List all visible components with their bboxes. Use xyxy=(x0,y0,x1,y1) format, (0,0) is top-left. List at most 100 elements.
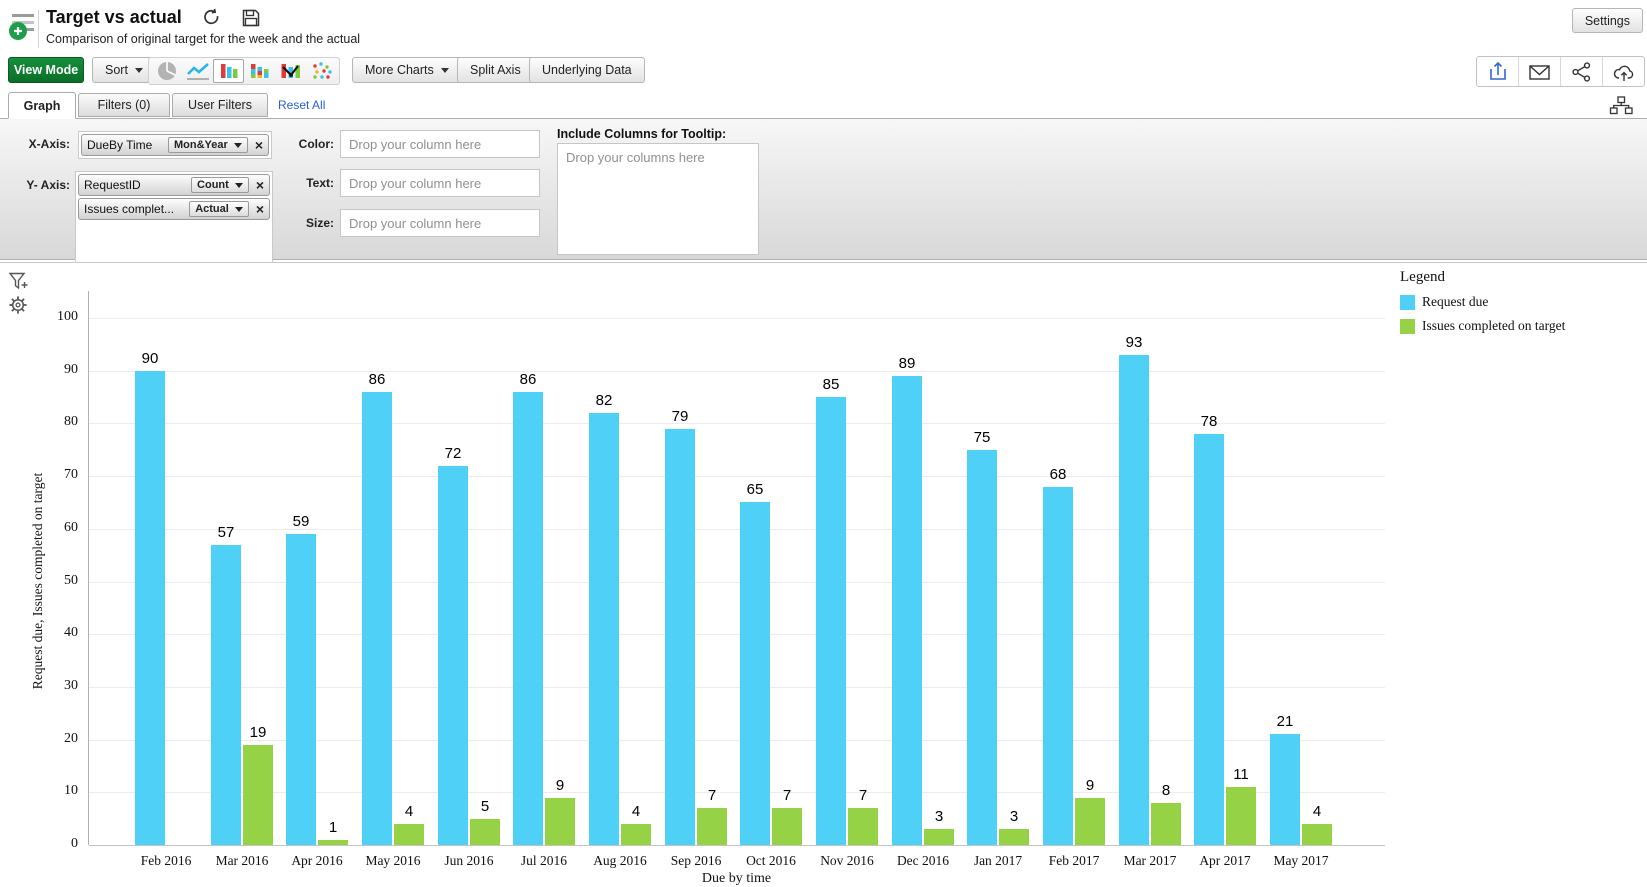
share-icon[interactable] xyxy=(1560,57,1602,86)
legend-swatch xyxy=(1400,318,1415,334)
bar-request-due[interactable] xyxy=(135,371,165,845)
more-charts-button[interactable]: More Charts xyxy=(352,57,462,83)
y-field-agg-value: Actual xyxy=(195,203,229,215)
chart-config-panel: X-Axis: DueBy Time Mon&Year × Y- Axis: R… xyxy=(0,119,1647,268)
bar-issues-completed-on-target[interactable] xyxy=(1226,787,1256,845)
x-tick-label: Dec 2016 xyxy=(896,853,950,868)
bar-value-label: 78 xyxy=(1200,413,1218,430)
bar-request-due[interactable] xyxy=(362,392,392,845)
bar-issues-completed-on-target[interactable] xyxy=(394,824,424,845)
bar-issues-completed-on-target[interactable] xyxy=(772,808,802,845)
sitemap-icon[interactable] xyxy=(1609,96,1633,115)
toolbar: View Mode Sort xyxy=(0,56,1647,87)
gear-icon[interactable] xyxy=(8,295,28,315)
y-tick-label: 90 xyxy=(64,362,78,377)
bar-issues-completed-on-target[interactable] xyxy=(470,819,500,845)
bar-value-label: 93 xyxy=(1125,334,1143,351)
x-axis-field-pill[interactable]: DueBy Time Mon&Year × xyxy=(81,134,269,156)
export-icon[interactable] xyxy=(1477,57,1518,86)
y-field-remove-icon[interactable]: × xyxy=(255,177,264,193)
bar-request-due[interactable] xyxy=(211,545,241,845)
text-drop-input[interactable] xyxy=(340,169,540,197)
pie-chart-icon[interactable] xyxy=(151,59,182,83)
line-chart-icon[interactable] xyxy=(182,59,213,83)
reset-all-link[interactable]: Reset All xyxy=(278,98,326,112)
bar-issues-completed-on-target[interactable] xyxy=(1075,798,1105,845)
bar-line-chart-icon[interactable] xyxy=(275,59,306,83)
x-tick-label: Sep 2016 xyxy=(670,853,722,868)
report-list-icon[interactable] xyxy=(6,8,40,42)
tooltip-columns-dropzone[interactable]: Drop your columns here xyxy=(557,143,759,255)
email-icon[interactable] xyxy=(1518,57,1560,86)
legend-label: Request due xyxy=(1422,294,1489,309)
bar-issues-completed-on-target[interactable] xyxy=(1151,803,1181,845)
bar-issues-completed-on-target[interactable] xyxy=(999,829,1029,845)
bar-issues-completed-on-target[interactable] xyxy=(924,829,954,845)
filter-add-icon[interactable] xyxy=(8,271,29,292)
x-axis-title: Due by time xyxy=(701,871,772,886)
x-axis-label: X-Axis: xyxy=(28,137,70,151)
y-field-remove-icon[interactable]: × xyxy=(255,201,264,217)
bar-request-due[interactable] xyxy=(286,534,316,845)
x-tick-label: Mar 2017 xyxy=(1123,853,1177,868)
x-tick-label: Apr 2017 xyxy=(1199,853,1251,868)
x-field-agg-dropdown[interactable]: Mon&Year xyxy=(168,137,248,153)
bar-request-due[interactable] xyxy=(1119,355,1149,845)
settings-button[interactable]: Settings xyxy=(1571,8,1643,33)
color-drop-input[interactable] xyxy=(340,130,540,158)
y-tick-label: 10 xyxy=(64,783,78,798)
x-tick-label: Mar 2016 xyxy=(215,853,269,868)
bar-issues-completed-on-target[interactable] xyxy=(621,824,651,845)
refresh-icon[interactable] xyxy=(202,8,221,27)
bar-value-label: 3 xyxy=(934,808,944,825)
stacked-bar-chart-icon[interactable] xyxy=(244,59,275,83)
bar-request-due[interactable] xyxy=(816,397,846,845)
tab-user-filters[interactable]: User Filters xyxy=(172,93,268,117)
bar-request-due[interactable] xyxy=(513,392,543,845)
bar-request-due[interactable] xyxy=(967,450,997,845)
y-field-agg-dropdown[interactable]: Count xyxy=(191,177,249,193)
publish-icon[interactable] xyxy=(1602,57,1644,86)
bar-value-label: 5 xyxy=(480,798,490,815)
split-axis-button[interactable]: Split Axis xyxy=(457,57,534,83)
y-tick-label: 70 xyxy=(64,467,78,482)
view-mode-button[interactable]: View Mode xyxy=(8,57,84,83)
size-drop-input[interactable] xyxy=(340,209,540,237)
tab-filters[interactable]: Filters (0) xyxy=(78,93,170,117)
bar-issues-completed-on-target[interactable] xyxy=(697,808,727,845)
chevron-down-icon xyxy=(234,182,243,188)
scatter-chart-icon[interactable] xyxy=(306,59,337,83)
bar-request-due[interactable] xyxy=(1194,434,1224,845)
x-field-remove-icon[interactable]: × xyxy=(254,137,263,153)
bar-request-due[interactable] xyxy=(1270,734,1300,845)
bar-request-due[interactable] xyxy=(665,429,695,845)
sort-button[interactable]: Sort xyxy=(92,57,156,83)
bar-issues-completed-on-target[interactable] xyxy=(243,745,273,845)
bar-request-due[interactable] xyxy=(589,413,619,845)
bar-issues-completed-on-target[interactable] xyxy=(848,808,878,845)
bar-issues-completed-on-target[interactable] xyxy=(1302,824,1332,845)
bar-request-due[interactable] xyxy=(438,466,468,845)
tab-graph[interactable]: Graph xyxy=(8,92,76,119)
legend-item[interactable]: Request due xyxy=(1400,294,1565,310)
y-field-agg-dropdown[interactable]: Actual xyxy=(189,201,249,217)
x-field-name: DueBy Time xyxy=(87,138,153,152)
y-tick-label: 20 xyxy=(64,731,78,746)
bar-request-due[interactable] xyxy=(1043,487,1073,845)
save-icon[interactable] xyxy=(241,8,261,28)
bar-issues-completed-on-target[interactable] xyxy=(545,798,575,845)
y-field-name: RequestID xyxy=(84,178,141,192)
bar-chart-icon[interactable] xyxy=(213,59,244,83)
bar-value-label: 3 xyxy=(1009,808,1019,825)
bar-request-due[interactable] xyxy=(740,502,770,845)
legend-item[interactable]: Issues completed on target xyxy=(1400,318,1565,334)
y-axis-title: Request due, Issues completed on target xyxy=(30,472,45,690)
underlying-data-button[interactable]: Underlying Data xyxy=(529,57,645,83)
bar-request-due[interactable] xyxy=(892,376,922,845)
y-axis-field-pill[interactable]: RequestID Count × xyxy=(78,174,270,196)
y-tick-label: 30 xyxy=(64,678,78,693)
chevron-down-icon xyxy=(233,142,242,148)
y-axis-field-pill[interactable]: Issues complet... Actual × xyxy=(78,198,270,220)
bar-value-label: 82 xyxy=(595,392,613,409)
bar-issues-completed-on-target[interactable] xyxy=(318,840,348,845)
